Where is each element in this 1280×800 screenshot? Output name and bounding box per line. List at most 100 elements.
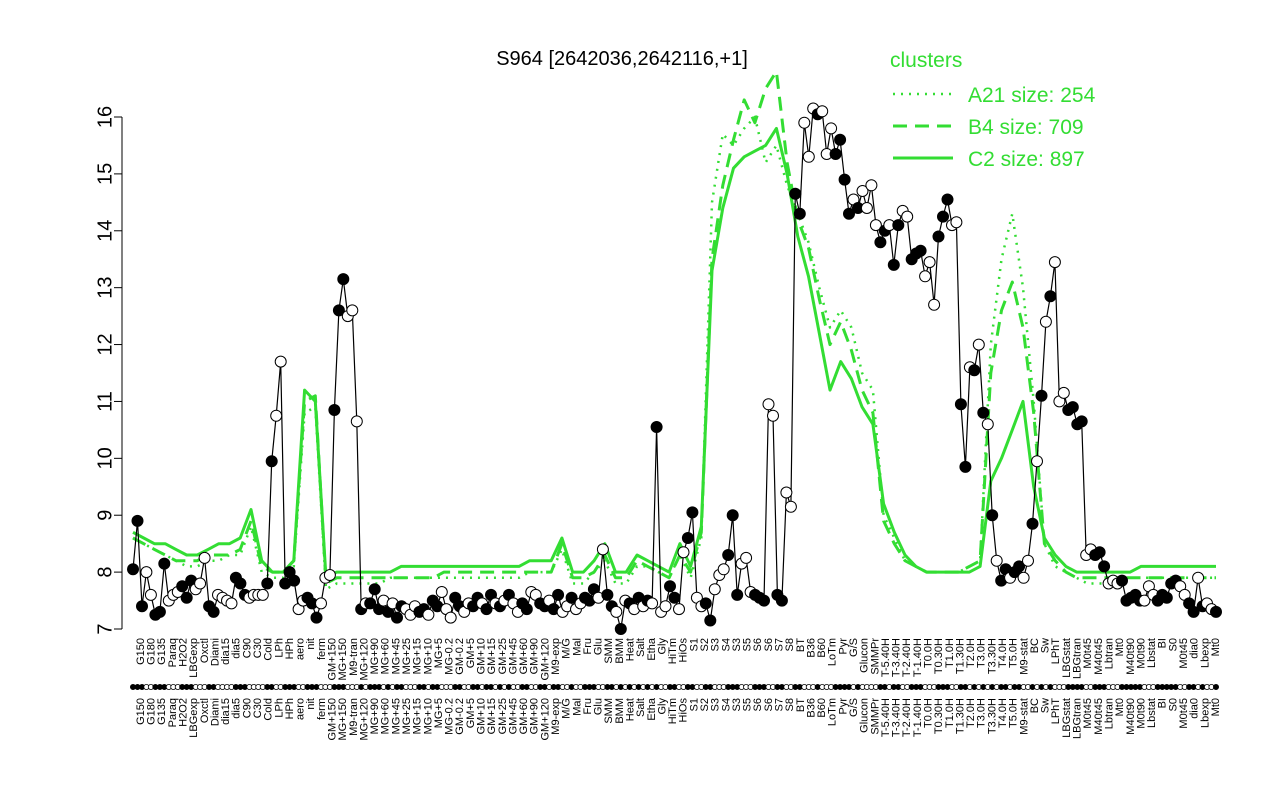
x-tick-label: GM+25	[497, 638, 509, 674]
x-tick-label: G180	[146, 638, 158, 665]
data-point	[140, 566, 153, 579]
x-tick-label: Paraq	[167, 698, 179, 727]
data-point	[681, 532, 694, 544]
x-tick-label: H2O2	[178, 638, 190, 667]
x-tick-label: MG+25	[401, 638, 413, 674]
x-tick-label: LBGexp	[188, 638, 200, 678]
x-tick-label: GM-0.2	[454, 698, 466, 735]
x-tick-label: LPh	[273, 638, 285, 658]
x-tick-label: Heat	[625, 698, 637, 721]
x-tick-label: MG+90	[369, 698, 381, 734]
data-point	[767, 409, 779, 422]
x-tick-label: C90	[241, 638, 253, 658]
x-tick-label: T-2.40H	[901, 698, 913, 737]
x-tick-label: S3	[710, 698, 722, 711]
y-tick-label: 12	[94, 333, 116, 355]
x-tick-label: BMM	[614, 698, 626, 724]
data-point	[838, 173, 851, 186]
x-tick-label: S5	[742, 698, 754, 711]
data-point	[972, 338, 985, 351]
x-tick-label: GM+5	[465, 638, 477, 668]
x-tick-label: HPh	[284, 638, 296, 659]
data-point	[610, 605, 623, 618]
data-point	[1017, 571, 1030, 584]
data-point	[435, 586, 448, 598]
data-point	[825, 122, 838, 135]
data-point	[722, 549, 735, 561]
x-tick-label: MG+120	[358, 698, 370, 741]
x-tick-label: S3	[731, 698, 743, 711]
x-tick-label: Cold	[263, 698, 275, 721]
x-tick-label: B36	[805, 638, 817, 658]
data-point	[601, 588, 614, 601]
x-tick-label: S4	[720, 638, 732, 651]
x-tick-label: S4	[720, 698, 732, 711]
data-point	[1160, 591, 1173, 604]
data-point	[699, 597, 712, 610]
x-tick-label: LBGtran	[1072, 698, 1084, 739]
x-tick-label: Lbstat	[1146, 638, 1158, 668]
data-point	[901, 210, 914, 223]
x-tick-label: GM+25	[497, 698, 509, 734]
y-tick-label: 11	[94, 391, 116, 412]
data-point	[923, 256, 936, 269]
x-tick-label: T4.0H	[997, 698, 1009, 728]
data-point	[932, 230, 945, 243]
x-tick-label: LBGstat	[1061, 698, 1073, 738]
x-tick-label: LBGstat	[1061, 638, 1073, 678]
x-tick-label: dia5	[231, 638, 243, 659]
x-tick-label: G/S	[848, 698, 860, 717]
x-tick-label: MG+45	[390, 638, 402, 674]
x-tick-label: M0t45	[1082, 638, 1094, 669]
x-tick-label: Fru	[582, 638, 594, 655]
x-tick-label: S8	[784, 698, 796, 711]
data-point	[337, 273, 350, 286]
y-tick-label: 7	[94, 623, 116, 634]
x-tick-label: SMMPr	[869, 638, 881, 675]
x-tick-label: M40t45	[1093, 638, 1105, 675]
data-point	[552, 588, 565, 601]
x-tick-label: GM+5	[465, 698, 477, 728]
x-tick-label: GM+60	[518, 698, 530, 734]
legend-label: A21 size: 254	[968, 84, 1096, 107]
x-tick-label: T3.30H	[986, 698, 998, 734]
y-tick-label: 8	[94, 567, 116, 578]
data-point	[596, 543, 609, 556]
x-tick-label: SMM	[603, 638, 615, 664]
data-point	[288, 574, 301, 587]
x-tick-label: Sw	[1040, 638, 1052, 653]
x-tick-label: nit	[305, 638, 317, 650]
x-tick-label: dia0	[1189, 638, 1201, 659]
data-point	[977, 406, 990, 419]
x-tick-label: Mt0	[1210, 698, 1222, 716]
x-tick-label: M0t90	[1135, 698, 1147, 729]
x-tick-label: Heat	[625, 638, 637, 661]
x-tick-label: Glu	[593, 698, 605, 715]
data-point	[829, 148, 842, 160]
data-point	[677, 546, 690, 559]
x-tick-label: nit	[305, 698, 317, 710]
x-tick-label: M9-tran	[348, 698, 360, 736]
data-point	[990, 554, 1003, 567]
x-tick-label: T4.0H	[997, 638, 1009, 668]
data-point	[234, 577, 247, 590]
data-point	[928, 298, 941, 311]
x-tick-label: LBGtran	[1072, 638, 1084, 679]
x-tick-label: GM+15	[486, 698, 498, 734]
x-tick-label: G180	[146, 698, 158, 725]
x-tick-label: Glu	[593, 638, 605, 655]
data-point	[1192, 571, 1205, 584]
data-point	[784, 500, 797, 513]
x-tick-label: T0.30H	[933, 698, 945, 734]
x-tick-label: H2O2	[178, 698, 190, 727]
x-tick-label: MG+90	[369, 638, 381, 674]
data-point	[731, 588, 744, 601]
data-point	[865, 179, 878, 192]
data-point	[914, 244, 927, 257]
data-point	[762, 398, 775, 411]
data-point	[1066, 401, 1079, 414]
x-tick-label: C90	[241, 698, 253, 718]
data-point	[315, 597, 327, 610]
x-tick-label: MG+60	[380, 638, 392, 674]
